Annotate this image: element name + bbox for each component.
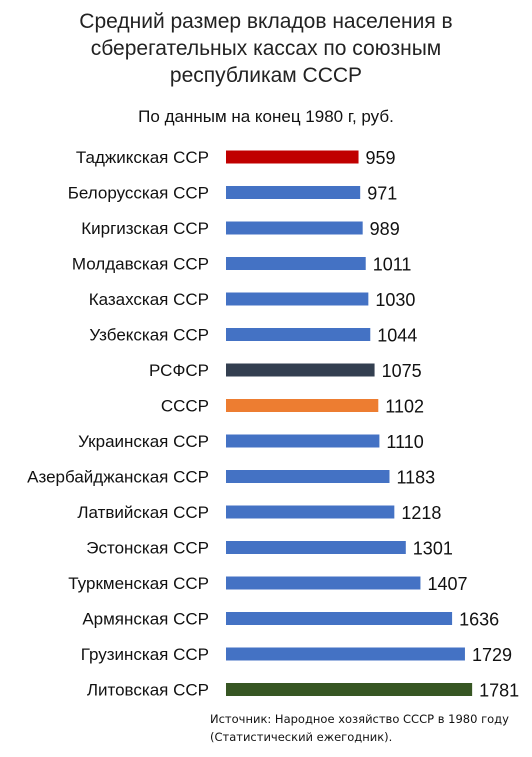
category-label: Латвийская ССР	[77, 503, 209, 522]
bar	[226, 612, 453, 625]
chart-title-line: Средний размер вкладов населения в	[79, 10, 453, 33]
bar	[226, 470, 390, 483]
source-note: Источник: Народное хозяйство СССР в 1980…	[210, 710, 509, 746]
category-label: Туркменская ССР	[68, 574, 209, 593]
category-label: Молдавская ССР	[72, 255, 209, 274]
category-label: Украинская ССР	[78, 432, 209, 451]
value-label: 1301	[413, 539, 453, 559]
value-label: 1183	[396, 468, 435, 488]
chart-title-line: сберегательных кассах по союзным	[90, 37, 442, 60]
bar	[226, 150, 359, 164]
category-label: РСФСР	[149, 361, 209, 380]
value-label: 1636	[459, 610, 499, 630]
value-label: 959	[366, 148, 396, 168]
bar	[226, 576, 421, 590]
bar	[226, 257, 366, 270]
value-label: 1781	[479, 681, 519, 701]
value-label: 1011	[373, 255, 412, 275]
source-line: (Статистический ежегодник).	[210, 730, 393, 744]
category-label: Узбекская ССР	[89, 326, 209, 345]
chart-title: Средний размер вкладов населения в сбере…	[0, 8, 532, 89]
value-label: 1030	[375, 290, 415, 310]
bar	[226, 541, 406, 554]
category-label: Киргизская ССР	[81, 219, 209, 238]
category-label: Таджикская ССР	[76, 148, 209, 167]
value-label: 1218	[401, 503, 441, 523]
value-label: 1075	[382, 361, 422, 381]
category-label: Армянская ССР	[82, 610, 209, 629]
bar	[226, 292, 369, 306]
bar	[226, 434, 380, 448]
bar	[226, 186, 361, 199]
bar	[226, 328, 371, 341]
value-label: 1110	[386, 432, 423, 452]
category-label: Литовская ССР	[87, 681, 209, 700]
bar	[226, 221, 363, 235]
category-label: СССР	[161, 397, 209, 416]
value-label: 1729	[472, 645, 512, 665]
chart-subtitle: По данным на конец 1980 г, руб.	[138, 107, 394, 126]
category-label: Эстонская ССР	[86, 539, 209, 558]
value-label: 1044	[377, 326, 417, 346]
source-line: Источник: Народное хозяйство СССР в 1980…	[210, 712, 509, 726]
value-label: 1407	[427, 574, 467, 594]
category-label: Белорусская ССР	[68, 184, 209, 203]
category-label: Азербайджанская ССР	[27, 468, 209, 487]
value-label: 971	[367, 184, 397, 204]
value-label: 989	[370, 219, 400, 239]
bar	[226, 505, 395, 519]
bar	[226, 647, 465, 661]
category-label: Грузинская ССР	[81, 645, 209, 664]
chart-title-line: республикам СССР	[169, 64, 363, 87]
bar	[226, 399, 379, 412]
bar	[226, 683, 473, 696]
bar	[226, 363, 375, 377]
value-label: 1102	[385, 397, 424, 417]
category-label: Казахская ССР	[89, 290, 209, 309]
